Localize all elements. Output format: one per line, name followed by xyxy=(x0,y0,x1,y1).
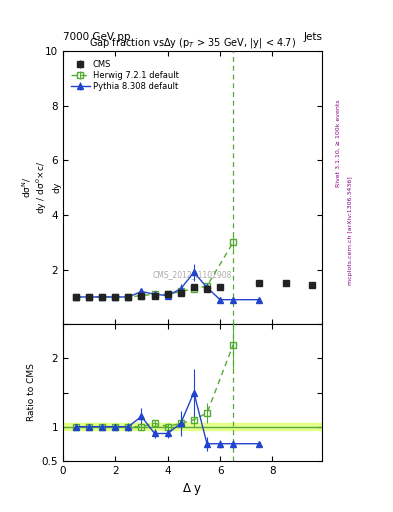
Legend: CMS, Herwig 7.2.1 default, Pythia 8.308 default: CMS, Herwig 7.2.1 default, Pythia 8.308 … xyxy=(70,58,180,93)
Text: Jets: Jets xyxy=(303,32,322,42)
Text: Rivet 3.1.10, ≥ 100k events: Rivet 3.1.10, ≥ 100k events xyxy=(336,99,341,187)
Y-axis label: $\mathsf{d\sigma^{N}/}$
$\mathsf{dy\ /\ d\sigma^{0}{\times}c/}$
$\mathsf{dy}$: $\mathsf{d\sigma^{N}/}$ $\mathsf{dy\ /\ … xyxy=(20,161,64,215)
Title: Gap fraction vs$\Delta$y (p$_T$ > 35 GeV, |y| < 4.7): Gap fraction vs$\Delta$y (p$_T$ > 35 GeV… xyxy=(89,36,296,50)
X-axis label: $\Delta$ y: $\Delta$ y xyxy=(182,481,203,497)
Text: mcplots.cern.ch [arXiv:1306.3436]: mcplots.cern.ch [arXiv:1306.3436] xyxy=(348,176,353,285)
Bar xyxy=(63,423,322,430)
Text: 7000 GeV pp: 7000 GeV pp xyxy=(63,32,130,42)
Text: CMS_2012_I1102908: CMS_2012_I1102908 xyxy=(153,271,232,280)
Y-axis label: Ratio to CMS: Ratio to CMS xyxy=(27,364,36,421)
